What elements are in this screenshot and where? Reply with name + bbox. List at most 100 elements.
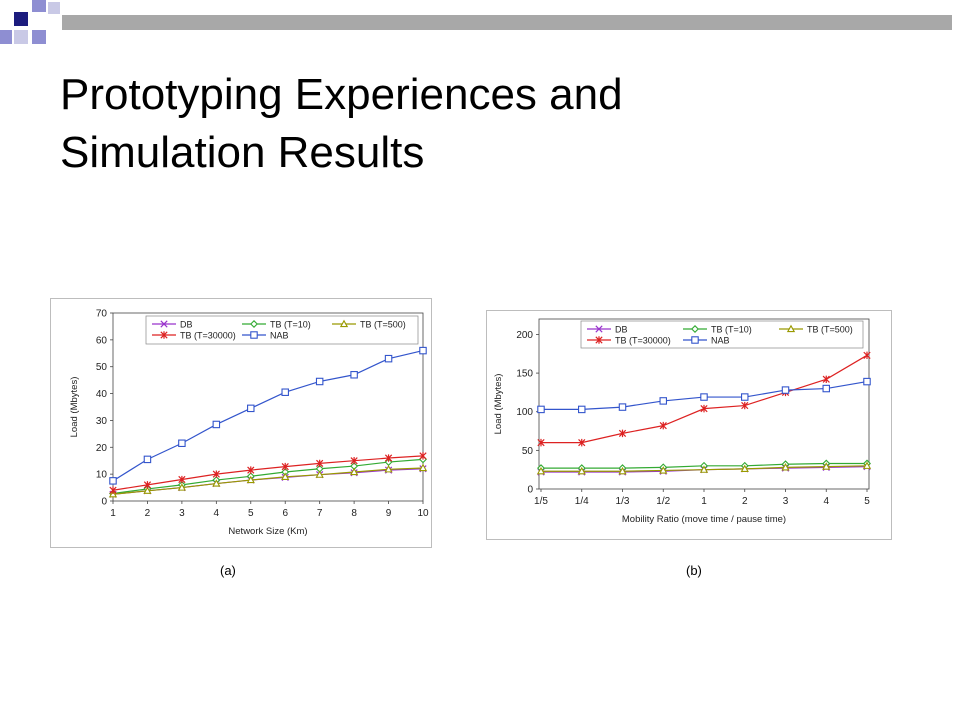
slide-title: Prototyping Experiences and Simulation R… [60,66,920,182]
chart-1-ytick-label-1: 50 [522,446,534,457]
chart-0-point-tb-t-30000-9 [419,452,427,460]
chart-1-xaxis-label: Mobility Ratio (move time / pause time) [622,514,786,525]
chart-1-point-nab-1 [578,405,586,414]
chart-1-yaxis-label: Load (Mbytes) [493,374,504,435]
chart-1-legend-label-nab: NAB [711,335,730,345]
title-accent-bar [62,15,952,30]
chart-0-point-tb-t-30000-4 [247,466,255,474]
logo-square-lavender-top [32,0,46,12]
chart-0-ytick-label-6: 60 [96,335,108,346]
chart-b-frame: 0 50 100 150 200 1/5 1/4 1/3 1/2 1 2 3 4 5 Mobility Ra… [486,310,892,540]
chart-0-legend-label-tb-t-500: TB (T=500) [360,319,406,329]
chart-1-point-tb-t-500-6 [781,463,790,471]
chart-0-ytick-label-7: 70 [96,309,108,320]
chart-1-point-tb-t-500-3 [659,466,668,474]
chart-0-xtick-label-5: 6 [282,508,288,519]
logo-square-lavender-left [0,30,12,44]
chart-0-ytick-label-5: 50 [96,362,108,373]
chart-0-point-tb-t-500-9 [418,463,428,472]
chart-1-xtick-label-3: 1/2 [656,496,670,507]
slide-title-line-1: Prototyping Experiences and [60,70,623,119]
chart-0-legend-marker-tb-t-30000 [160,331,168,339]
chart-0-point-nab-4 [247,404,255,413]
chart-0-line-nab [112,350,424,482]
chart-1-point-tb-t-500-2 [618,466,627,475]
chart-1-xtick-label-2: 1/3 [616,496,630,507]
chart-0-series-nab [109,346,427,485]
chart-1-series-nab [537,377,871,414]
chart-0-xtick-label-0: 1 [110,508,116,519]
chart-1-point-tb-t-30000-4 [700,404,708,413]
chart-1-legend-label-db: DB [615,324,628,334]
chart-0-legend-label-nab: NAB [270,330,289,340]
chart-0-ytick-label-3: 30 [96,416,108,427]
chart-0-xtick-label-1: 2 [145,508,151,519]
chart-0-point-tb-t-500-3 [212,479,221,487]
chart-b: 0 50 100 150 200 1/5 1/4 1/3 1/2 1 2 3 4 5 Mobility Ra… [493,318,872,525]
chart-1-point-tb-t-500-7 [822,462,831,470]
chart-1-series-tb-t-30000 [537,351,871,447]
chart-1-xtick-label-0: 1/5 [534,496,548,507]
chart-0-point-nab-0 [109,477,117,485]
chart-1-point-tb-t-30000-3 [659,421,667,430]
chart-0-point-nab-2 [178,439,186,448]
chart-0-line-tb-t-30000 [112,455,424,491]
chart-0-point-tb-t-500-2 [177,483,187,491]
chart-1-point-nab-2 [618,403,627,411]
chart-0-point-nab-5 [281,388,289,396]
chart-0-point-tb-t-30000-0 [109,486,117,494]
chart-1-point-tb-t-500-0 [536,466,546,475]
chart-1-legend-label-tb-t-10: TB (T=10) [711,324,752,334]
chart-1-xtick-label-7: 4 [823,496,829,507]
chart-1-legend-marker-tb-t-10 [691,325,699,333]
chart-0-xaxis-label: Network Size (Km) [228,526,307,537]
chart-0-point-tb-t-30000-8 [384,454,393,462]
chart-0-point-tb-t-500-0 [108,489,118,498]
chart-1-point-tb-t-30000-5 [741,401,749,410]
chart-0-point-nab-6 [315,377,324,386]
chart-1-point-tb-t-30000-2 [618,429,627,438]
chart-0-ytick-label-2: 20 [96,443,108,454]
logo-square-gray [48,2,60,14]
chart-1-legend-marker-nab [691,336,699,344]
chart-1-series-tb-t-500 [536,461,872,475]
chart-1-xtick-label-4: 1 [701,496,707,507]
chart-0-point-tb-t-500-4 [246,475,255,484]
chart-1-legend-label-tb-t-30000: TB (T=30000) [615,335,671,345]
chart-0-line-tb-t-500 [112,467,424,495]
chart-0-yaxis-label: Load (Mbytes) [69,377,80,438]
chart-1-legend-marker-db [595,325,603,333]
chart-1-point-nab-5 [741,393,749,401]
chart-0-point-tb-t-500-8 [384,464,393,473]
chart-1-xtick-label-6: 3 [783,496,789,507]
chart-0-legend-label-db: DB [180,319,193,329]
chart-0-series-tb-t-30000 [109,452,427,494]
chart-0-ytick-label-4: 40 [96,389,108,400]
chart-1-point-nab-6 [781,386,790,394]
chart-0-point-tb-t-30000-2 [178,475,186,484]
chart-1-ytick-label-3: 150 [516,369,533,380]
chart-1-ytick-label-2: 100 [516,407,533,418]
chart-0-point-nab-3 [212,420,221,429]
chart-0-point-nab-8 [384,354,393,363]
chart-1-point-tb-t-30000-7 [822,375,830,383]
chart-0-legend-label-tb-t-10: TB (T=10) [270,319,311,329]
chart-0-xtick-label-7: 8 [351,508,357,519]
chart-0-line-tb-t-10 [112,458,424,495]
chart-0-legend-marker-nab [250,331,258,339]
chart-1-point-tb-t-500-4 [699,465,709,473]
chart-1-ytick-label-0: 0 [527,485,533,496]
chart-a-frame: 0 10 20 30 40 50 60 70 1 2 3 4 5 6 7 8 9 10 Network Size (… [50,298,432,548]
chart-1-point-nab-0 [537,405,545,414]
chart-b-caption: (b) [686,563,702,578]
chart-1-xtick-label-8: 5 [864,496,870,507]
chart-0-point-tb-t-30000-6 [316,459,324,468]
logo-square-lavender-bottom [32,30,46,44]
chart-0-series-tb-t-500 [108,463,428,498]
chart-0-xtick-label-8: 9 [386,508,392,519]
chart-0-point-tb-t-500-5 [281,472,290,480]
chart-0-point-tb-t-30000-1 [143,481,152,489]
chart-1-point-tb-t-30000-8 [863,351,871,360]
chart-0-xtick-label-2: 3 [179,508,185,519]
chart-1-point-tb-t-500-5 [740,464,749,473]
